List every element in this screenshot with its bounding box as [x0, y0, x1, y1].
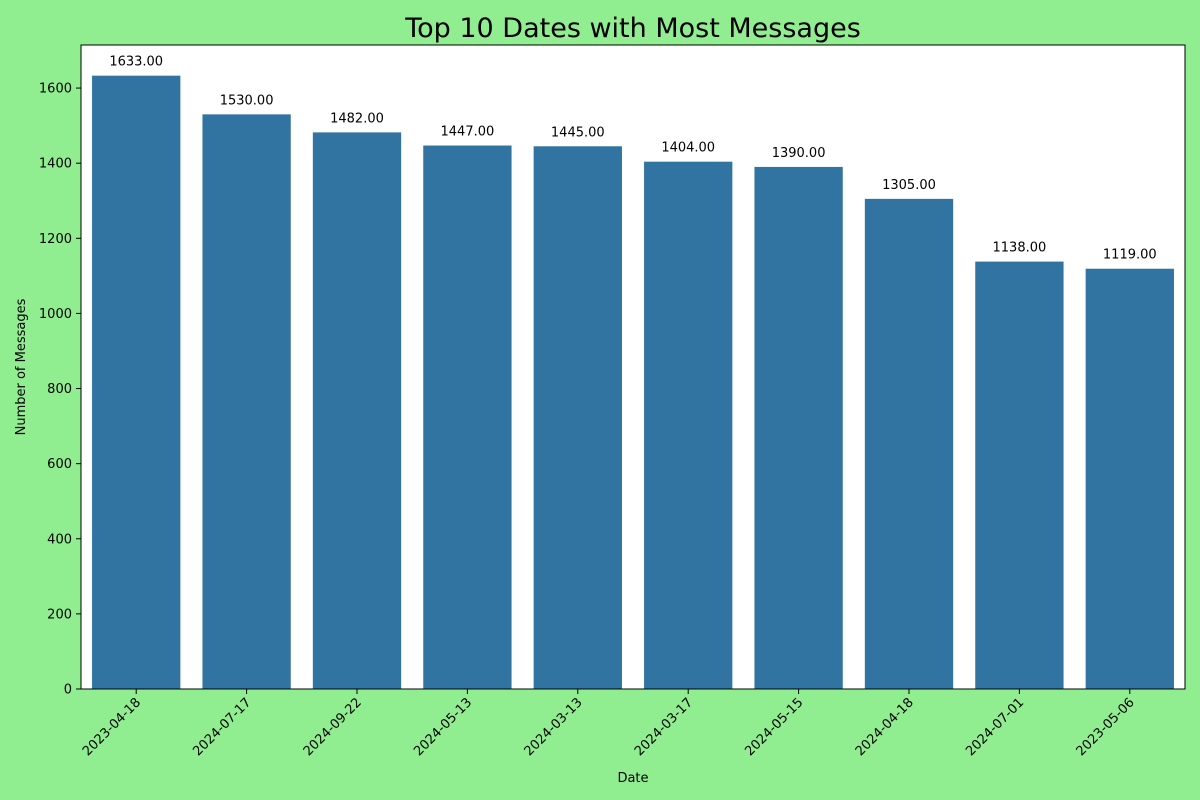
bar	[864, 198, 954, 690]
x-tick-label: 2024-07-17	[190, 695, 254, 759]
bar	[202, 114, 291, 690]
plot-frame	[80, 44, 1186, 690]
x-axis-label: Date	[617, 771, 648, 786]
y-tick-label: 0	[64, 683, 72, 698]
x-tick-label: 2024-09-22	[301, 695, 365, 759]
y-tick-label: 1400	[39, 157, 72, 172]
data-label: 1119.00	[1103, 248, 1157, 263]
chart-title: Top 10 Dates with Most Messages	[404, 13, 861, 44]
x-tick-label: 2024-03-13	[522, 695, 586, 759]
y-axis-ticks: 0 200 400 600 800 1000 1200 1400 1600	[39, 82, 81, 698]
data-labels-group: 1633.00 1530.00 1482.00 1447.00 1445.00 1404.…	[109, 55, 1156, 263]
bar	[533, 146, 622, 689]
data-label: 1138.00	[993, 241, 1047, 256]
bar	[754, 166, 843, 689]
y-tick-label: 400	[47, 532, 72, 547]
x-axis-ticks: 2023-04-18 2024-07-17 2024-09-22 2024-05-13…	[80, 689, 1138, 759]
data-label: 1482.00	[330, 111, 384, 126]
x-tick-label: 2024-03-17	[632, 695, 696, 759]
bar	[312, 132, 402, 689]
bar	[975, 261, 1064, 689]
y-tick-label: 1600	[39, 82, 72, 97]
data-label: 1447.00	[441, 125, 495, 140]
bar	[644, 161, 733, 689]
bar	[423, 145, 512, 689]
data-label: 1633.00	[109, 55, 163, 70]
bars-group	[92, 75, 1174, 690]
data-label: 1445.00	[551, 125, 605, 140]
x-tick-label: 2024-05-13	[411, 695, 475, 759]
data-label: 1390.00	[772, 146, 826, 161]
y-tick-label: 800	[47, 382, 72, 397]
y-tick-label: 200	[47, 607, 72, 622]
y-tick-label: 600	[47, 457, 72, 472]
x-tick-label: 2024-04-18	[853, 695, 917, 759]
x-tick-label: 2024-05-15	[742, 695, 806, 759]
y-tick-label: 1000	[39, 307, 72, 322]
y-axis-label: Number of Messages	[14, 298, 29, 435]
y-tick-label: 1200	[39, 232, 72, 247]
bar	[1085, 268, 1174, 689]
x-tick-label: 2023-05-06	[1074, 695, 1138, 759]
bar	[92, 75, 181, 690]
x-tick-label: 2023-04-18	[80, 695, 144, 759]
data-label: 1404.00	[661, 141, 715, 156]
x-tick-label: 2024-07-01	[963, 695, 1027, 759]
data-label: 1305.00	[882, 178, 936, 193]
data-label: 1530.00	[220, 93, 274, 108]
